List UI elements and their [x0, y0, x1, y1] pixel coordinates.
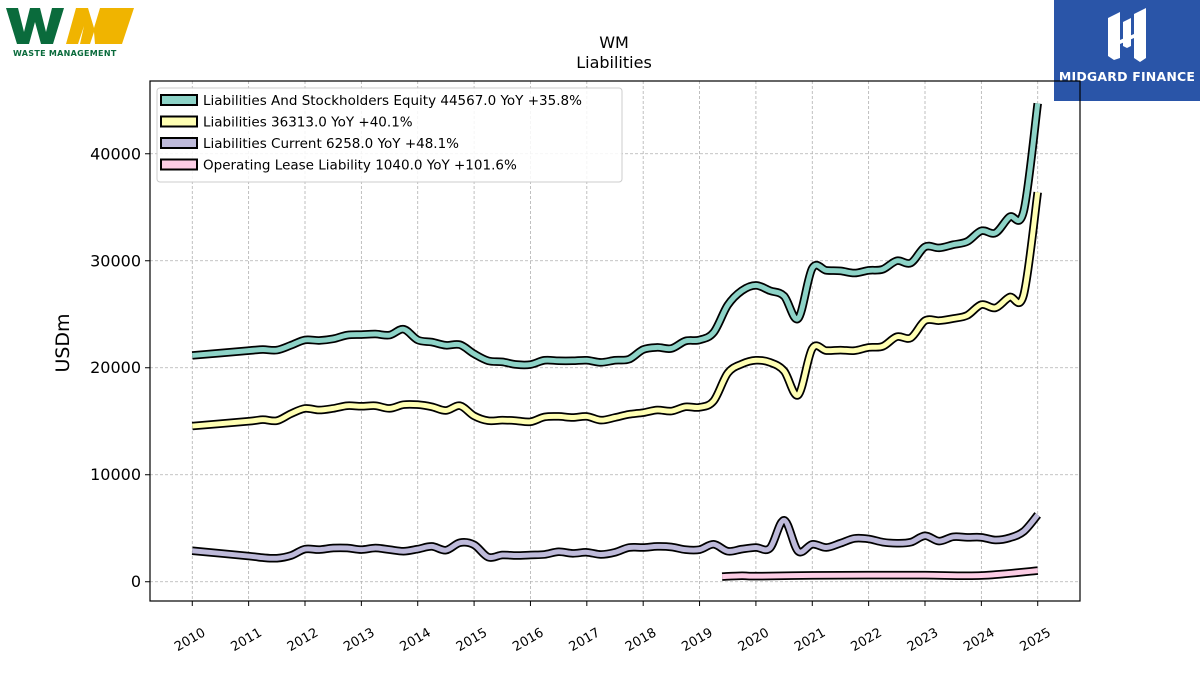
legend-label: Operating Lease Liability 1040.0 YoY +10…: [203, 158, 517, 174]
legend-label: Liabilities 36313.0 YoY +40.1%: [203, 115, 413, 131]
wm-logo-mark: [6, 8, 134, 44]
series-liabilities: [191, 191, 1042, 431]
series-liabilities-current: [191, 512, 1042, 563]
x-tick-label: 2017: [567, 625, 603, 655]
x-tick-label: 2022: [848, 625, 884, 655]
series-layer: [191, 102, 1042, 581]
legend: Liabilities And Stockholders Equity 4456…: [156, 87, 623, 183]
x-tick-label: 2020: [736, 625, 772, 655]
y-axis: 0 10000 20000 30000 40000: [90, 144, 150, 591]
legend-label: Liabilities And Stockholders Equity 4456…: [203, 93, 582, 109]
legend-swatch: [160, 158, 198, 171]
legend-label: Liabilities Current 6258.0 YoY +48.1%: [203, 136, 459, 152]
y-tick-label: 0: [131, 572, 141, 591]
y-tick-label: 30000: [90, 251, 141, 270]
legend-box: [156, 87, 623, 183]
y-tick-label: 40000: [90, 144, 141, 163]
legend-swatch: [160, 137, 198, 149]
x-axis: 2010 2011 2012 2013 2014 2015 2016 2017 2018 2019…: [172, 601, 1054, 655]
x-tick-label: 2019: [679, 625, 715, 655]
series-line: [192, 513, 1040, 561]
x-tick-label: 2024: [961, 625, 997, 655]
x-tick-label: 2016: [510, 625, 546, 655]
legend-swatch: [160, 115, 198, 128]
x-tick-label: 2015: [454, 625, 490, 655]
plot-frame: [149, 80, 1081, 602]
series-line: [192, 103, 1041, 368]
waste-management-logo: WASTE MANAGEMENT: [6, 6, 138, 58]
series-line: [192, 191, 1041, 429]
logo-wordmark: MIDGARD FINANCE: [1058, 69, 1196, 84]
x-tick-label: 2010: [172, 625, 208, 655]
x-tick-label: 2013: [341, 625, 377, 655]
x-tick-label: 2012: [285, 625, 321, 655]
chart-subtitle: Liabilities: [576, 53, 652, 72]
y-axis-label: USDm: [52, 313, 74, 372]
y-tick-label: 10000: [90, 465, 141, 484]
x-tick-label: 2025: [1018, 625, 1054, 655]
series-line: [721, 568, 1038, 580]
x-tick-label: 2023: [905, 625, 941, 655]
midgard-finance-logo: MIDGARD FINANCE: [1054, 0, 1200, 101]
x-tick-label: 2011: [228, 625, 264, 655]
chart-title-group: WM Liabilities: [576, 33, 652, 72]
legend-swatch: [160, 94, 198, 106]
series-outline: [191, 191, 1042, 431]
x-tick-label: 2021: [792, 625, 828, 655]
x-tick-label: 2018: [623, 625, 659, 655]
midgard-logo-mark: [1108, 8, 1146, 62]
y-tick-label: 20000: [90, 358, 141, 377]
chart-title: WM: [599, 33, 629, 52]
logo-wordmark: WASTE MANAGEMENT: [13, 49, 117, 58]
x-tick-label: 2014: [398, 625, 434, 655]
series-liabilities-and-stockholders-equity: [191, 102, 1042, 370]
series-operating-lease-liability: [721, 566, 1039, 581]
